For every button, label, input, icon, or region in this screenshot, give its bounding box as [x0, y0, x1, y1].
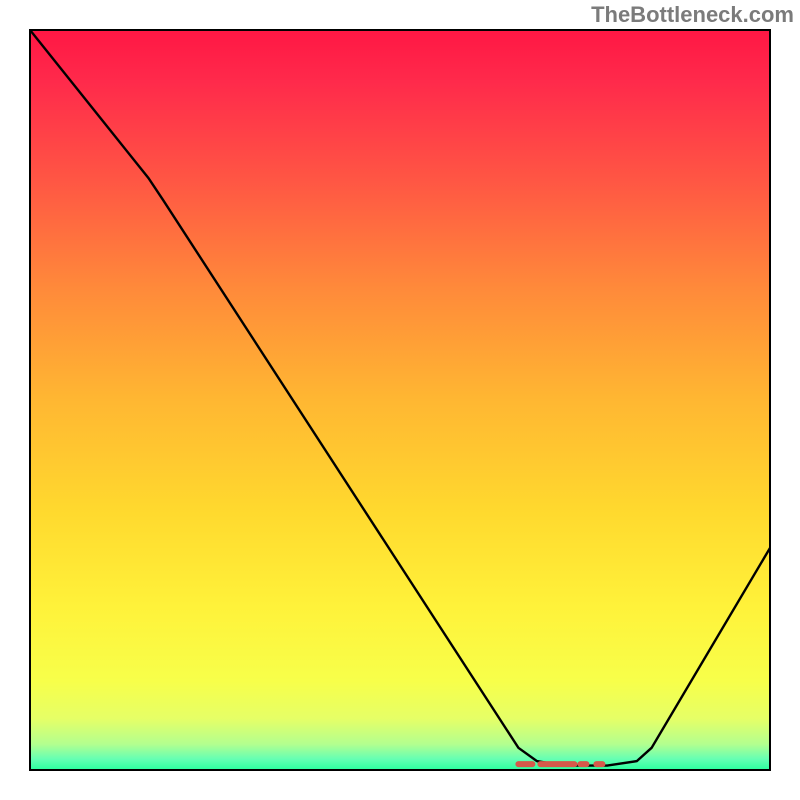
chart-stage: TheBottleneck.com	[0, 0, 800, 800]
watermark-text: TheBottleneck.com	[591, 2, 794, 28]
plot-area	[30, 30, 770, 770]
gradient-background	[30, 30, 770, 770]
chart-svg	[0, 0, 800, 800]
